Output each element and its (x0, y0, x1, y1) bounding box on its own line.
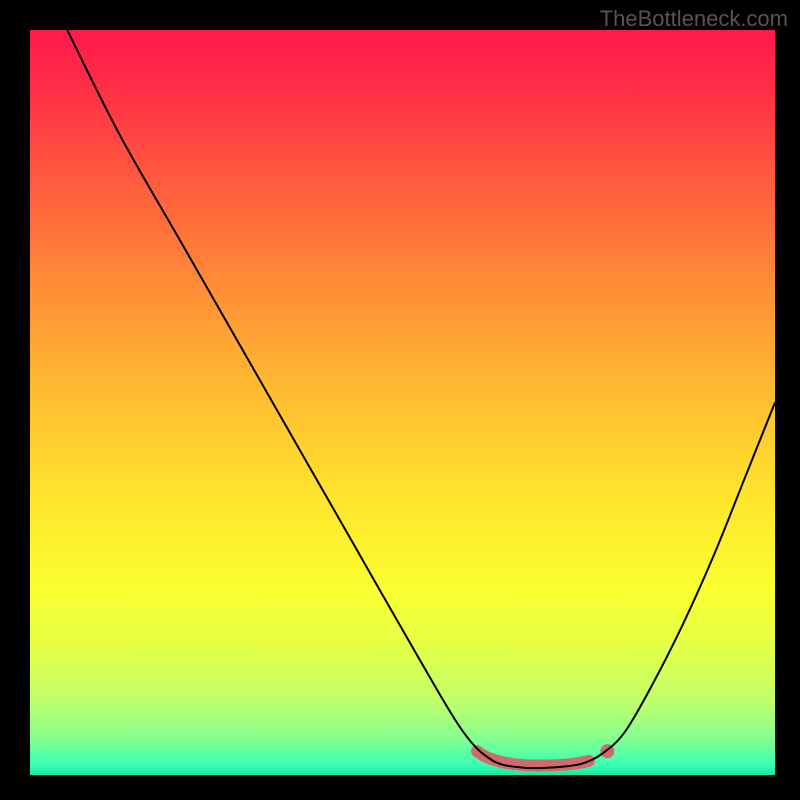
bottleneck-curve (67, 30, 775, 768)
valley-highlight (477, 751, 589, 765)
curve-layer (30, 30, 775, 775)
plot-area (30, 30, 775, 775)
chart-container: TheBottleneck.com (0, 0, 800, 800)
attribution-label: TheBottleneck.com (600, 6, 788, 32)
